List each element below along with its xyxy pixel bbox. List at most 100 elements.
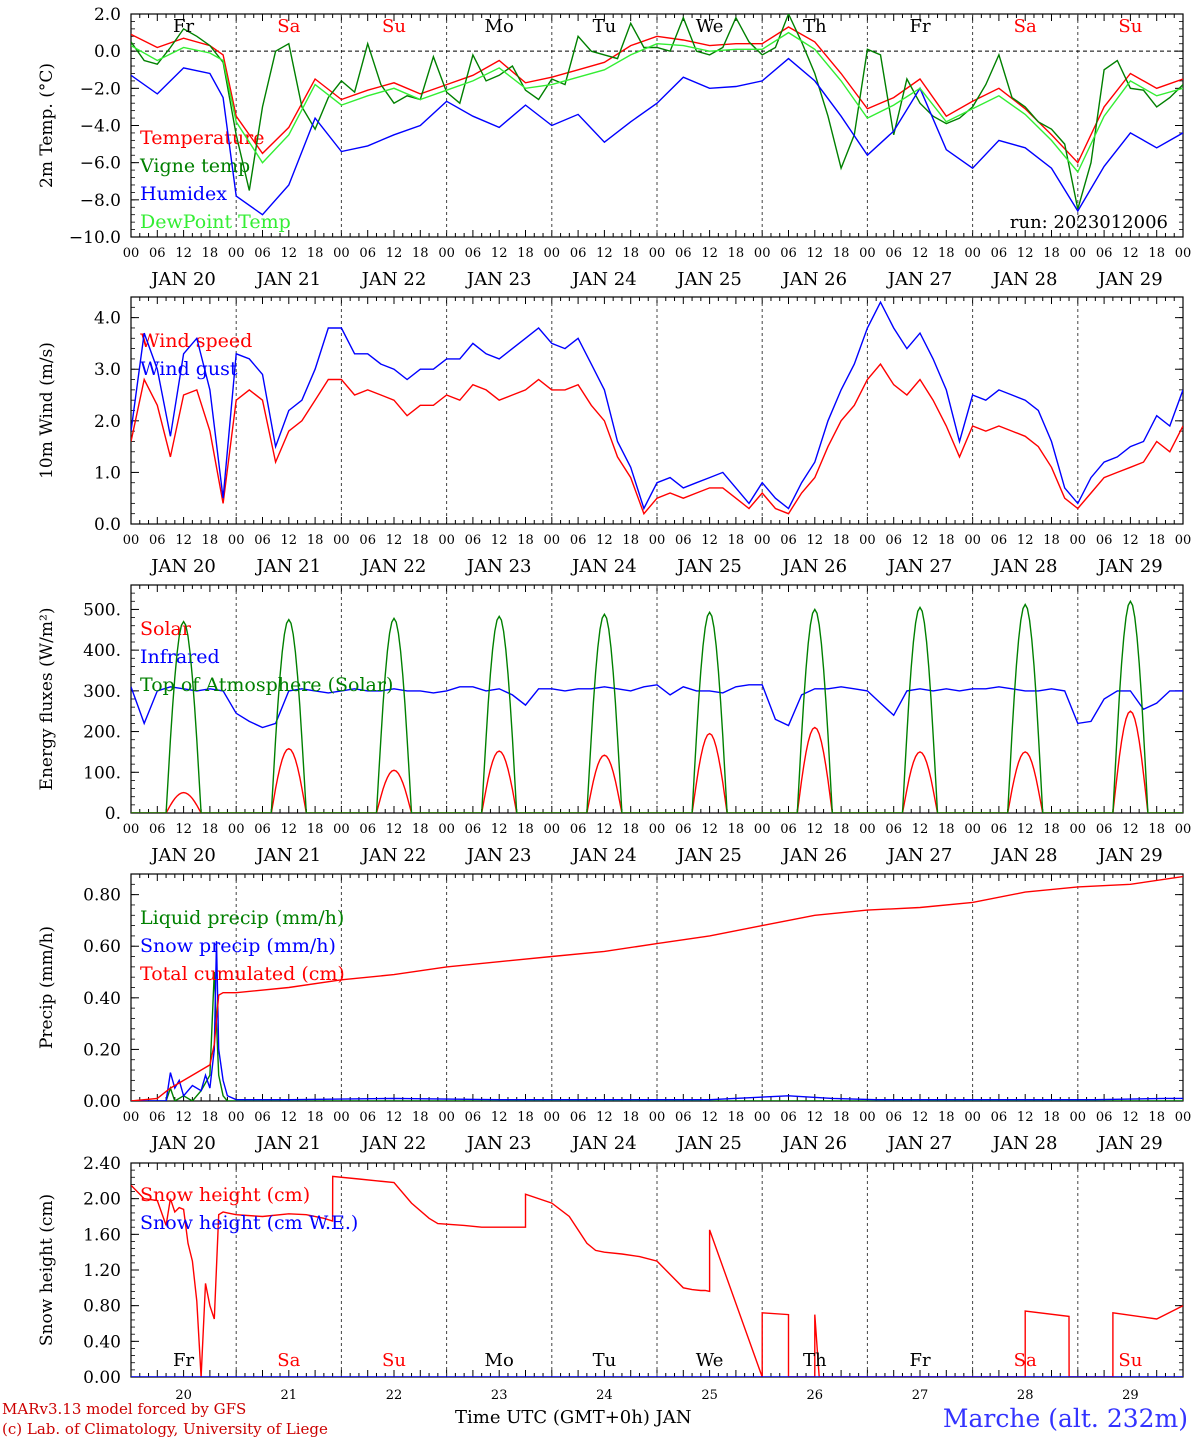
x-hour-label: 06 [570, 246, 587, 261]
x-hour-label: 18 [622, 822, 639, 837]
x-date-label: JAN 27 [886, 845, 953, 866]
x-hour-label: 18 [728, 533, 745, 548]
x-hour-label: 06 [149, 822, 166, 837]
x-hour-label: 00 [333, 533, 350, 548]
panel-5: 2.40 2.00 1.60 1.20 0.80 0.40 0.00 Snow height … [37, 1154, 1184, 1403]
x-hour-label: 06 [991, 533, 1008, 548]
x-date-label: JAN 23 [465, 1133, 532, 1154]
x-date-label: JAN 28 [991, 269, 1058, 290]
x-hour-label: 12 [386, 1110, 403, 1125]
x-date-label: JAN 22 [360, 556, 427, 577]
x-hour-label: 00 [754, 246, 771, 261]
x-hour-label: 00 [1175, 822, 1192, 837]
y-tick-label: 2.0 [94, 5, 121, 25]
legend-entry: Wind gust [140, 358, 238, 380]
x-hour-label: 00 [859, 246, 876, 261]
run-annotation: run: 2023012006 [1010, 212, 1168, 233]
y-tick-label: 2.0 [94, 412, 121, 432]
x-date-label: JAN 27 [886, 556, 953, 577]
x-hour-label: 18 [517, 822, 534, 837]
x-hour-label: 00 [333, 246, 350, 261]
x-hour-label: 12 [912, 246, 929, 261]
x-day-number: 22 [386, 1388, 403, 1403]
y-tick-label: 0.40 [83, 989, 121, 1009]
x-hour-label: 12 [281, 246, 298, 261]
x-hour-label: 06 [254, 1110, 271, 1125]
x-hour-label: 18 [307, 533, 324, 548]
x-date-label: JAN 23 [465, 556, 532, 577]
legend-entry: Humidex [140, 183, 227, 205]
y-tick-label: 0.80 [83, 886, 121, 906]
x-hour-label: 06 [254, 822, 271, 837]
y-tick-label: 400. [83, 641, 121, 661]
x-hour-label: 00 [544, 1110, 561, 1125]
x-hour-label: 12 [701, 822, 718, 837]
x-hour-label: 00 [438, 1110, 455, 1125]
x-hour-label: 00 [859, 822, 876, 837]
y-tick-label: 1.20 [83, 1261, 121, 1281]
x-hour-label: 06 [675, 822, 692, 837]
x-date-label: JAN 29 [1096, 845, 1163, 866]
y-axis-label: Snow height (cm) [37, 1194, 57, 1346]
x-hour-label: 18 [412, 533, 429, 548]
x-date-label: JAN 26 [781, 556, 848, 577]
x-date-label: JAN 21 [255, 556, 322, 577]
legend-entry: Infrared [140, 646, 220, 668]
x-hour-label: 18 [202, 822, 219, 837]
x-day-number: 24 [596, 1388, 613, 1403]
x-hour-label: 00 [964, 822, 981, 837]
x-hour-label: 12 [1017, 822, 1034, 837]
x-hour-label: 00 [754, 822, 771, 837]
x-hour-label: 00 [1175, 246, 1192, 261]
x-date-label: JAN 23 [465, 269, 532, 290]
x-hour-label: 18 [728, 1110, 745, 1125]
x-hour-label: 06 [465, 533, 482, 548]
legend-entry: Vigne temp [139, 155, 250, 177]
x-hour-label: 18 [202, 246, 219, 261]
x-hour-label: 18 [728, 246, 745, 261]
x-hour-label: 06 [991, 822, 1008, 837]
x-hour-label: 12 [807, 246, 824, 261]
x-hour-label: 00 [228, 1110, 245, 1125]
y-tick-label: 500. [83, 600, 121, 620]
y-tick-label: 2.00 [83, 1190, 121, 1210]
x-day-number: 23 [491, 1388, 508, 1403]
x-hour-label: 12 [1122, 822, 1139, 837]
x-date-label: JAN 29 [1096, 269, 1163, 290]
x-date-label: JAN 26 [781, 845, 848, 866]
x-date-label: JAN 25 [675, 269, 742, 290]
y-tick-label: 0.0 [94, 515, 121, 535]
x-hour-label: 06 [780, 246, 797, 261]
y-tick-label: 1.60 [83, 1225, 121, 1245]
x-hour-label: 00 [123, 822, 140, 837]
x-day-number: 21 [281, 1388, 298, 1403]
x-hour-label: 00 [544, 822, 561, 837]
x-hour-label: 06 [1096, 822, 1113, 837]
x-hour-label: 12 [386, 822, 403, 837]
x-hour-label: 06 [570, 533, 587, 548]
legend-entry: Snow height (cm) [140, 1184, 310, 1206]
x-hour-label: 12 [1017, 1110, 1034, 1125]
x-hour-label: 00 [649, 822, 666, 837]
x-hour-label: 18 [622, 533, 639, 548]
day-label-top: Fr [909, 16, 930, 37]
x-hour-label: 00 [1175, 1110, 1192, 1125]
x-hour-label: 18 [1043, 246, 1060, 261]
x-hour-label: 06 [885, 533, 902, 548]
x-hour-label: 18 [938, 533, 955, 548]
series-line-1 [131, 14, 1183, 210]
x-hour-label: 18 [833, 1110, 850, 1125]
x-hour-label: 18 [1148, 1110, 1165, 1125]
day-label-top: Sa [1014, 16, 1037, 37]
x-hour-label: 00 [123, 1110, 140, 1125]
x-hour-label: 06 [149, 1110, 166, 1125]
x-hour-label: 12 [281, 533, 298, 548]
x-hour-label: 00 [544, 246, 561, 261]
x-hour-label: 12 [281, 1110, 298, 1125]
x-hour-label: 00 [333, 1110, 350, 1125]
x-hour-label: 12 [912, 1110, 929, 1125]
x-hour-label: 06 [780, 1110, 797, 1125]
x-hour-label: 12 [596, 533, 613, 548]
series-line-0 [131, 971, 1183, 1101]
x-hour-label: 00 [754, 533, 771, 548]
